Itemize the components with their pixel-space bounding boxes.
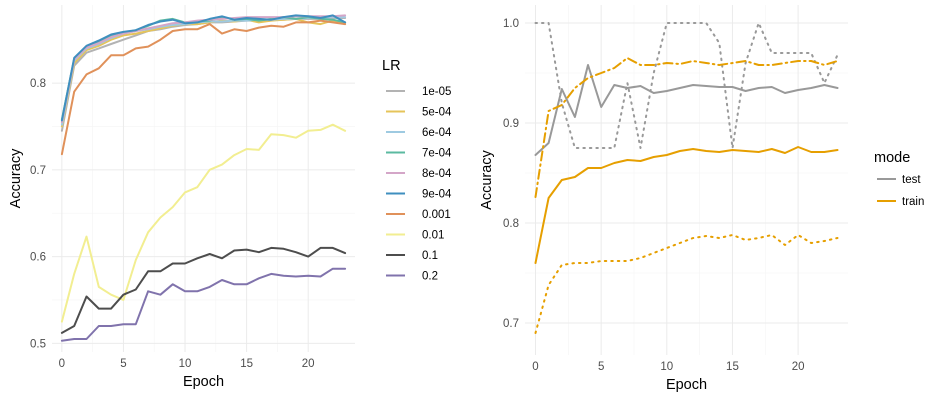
legend-title: mode <box>874 150 910 166</box>
x-tick-label: 10 <box>660 361 673 373</box>
series-line-1e-05 <box>60 17 347 132</box>
y-tick-label: 0.8 <box>30 78 46 90</box>
series-line-train-dot <box>534 234 839 334</box>
series-line-train-solid <box>534 146 839 264</box>
legend-mode: mode test train <box>874 150 924 208</box>
y-tick-label: 1.0 <box>503 18 519 30</box>
x-tick-label: 20 <box>792 361 805 373</box>
legend-label: 1e-05 <box>422 86 451 98</box>
legend-label: 0.01 <box>422 230 444 242</box>
x-tick-label: 20 <box>302 358 315 370</box>
series-line-0-1 <box>60 246 347 334</box>
series-line-test-solid <box>534 64 839 156</box>
x-tick-label: 5 <box>120 358 126 370</box>
series-line-5e-04 <box>60 17 347 128</box>
chart-mode-accuracy: 0 5 10 15 20 0.7 0.8 0.9 1.0 Epoch Accuracy mode tes… <box>479 5 924 393</box>
x-tick-label: 0 <box>59 358 65 370</box>
legend-label: 7e-04 <box>422 148 452 160</box>
x-tick-label: 5 <box>598 361 604 373</box>
x-tick-label: 10 <box>179 358 192 370</box>
legend-label: 6e-04 <box>422 127 452 139</box>
series-line-8e-04 <box>60 14 347 124</box>
legend-label: 9e-04 <box>422 189 452 201</box>
series-line-train-dashdot <box>534 57 839 198</box>
legend-label: 5e-04 <box>422 107 452 119</box>
y-tick-label: 0.7 <box>503 318 519 330</box>
x-tick-label: 15 <box>726 361 739 373</box>
y-tick-label: 0.5 <box>30 338 46 350</box>
legend-label: test <box>902 174 921 186</box>
series-line-0-001 <box>60 19 347 156</box>
y-tick-label: 0.9 <box>503 118 519 130</box>
legend-label: 0.001 <box>422 209 451 221</box>
y-axis-title: Accuracy <box>8 148 24 208</box>
y-tick-label: 0.8 <box>503 218 519 230</box>
y-tick-label: 0.7 <box>30 165 46 177</box>
series-line-9e-04 <box>60 14 347 122</box>
legend-lr: LR 1e-05 5e-04 6e-04 7e-04 8e-04 9e-04 0.001 0.0… <box>382 58 452 283</box>
series-line-7e-04 <box>60 16 347 121</box>
legend-label: train <box>902 196 924 208</box>
x-tick-label: 15 <box>240 358 253 370</box>
legend-label: 8e-04 <box>422 168 452 180</box>
legend-title: LR <box>382 58 401 74</box>
x-tick-label: 0 <box>532 361 538 373</box>
chart-lr-accuracy: 0 5 10 15 20 0.5 0.6 0.7 0.8 Epoch Accuracy LR 1e-05… <box>8 5 452 390</box>
x-axis-title: Epoch <box>666 377 707 393</box>
y-tick-label: 0.6 <box>30 252 46 264</box>
y-axis-title: Accuracy <box>479 149 495 209</box>
legend-label: 0.2 <box>422 271 438 283</box>
series-line-6e-04 <box>60 16 347 126</box>
x-axis-title: Epoch <box>183 374 224 390</box>
series-line-test-dot <box>534 22 839 149</box>
legend-label: 0.1 <box>422 250 438 262</box>
series-line-0-2 <box>60 267 347 342</box>
series-line-0-01 <box>60 123 347 323</box>
